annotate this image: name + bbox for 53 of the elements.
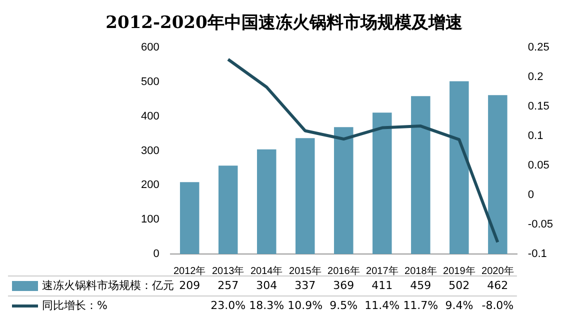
y-tick-label: 400 bbox=[140, 110, 160, 122]
data-label: 18.3% bbox=[249, 298, 284, 312]
x-tick-label: 2020年 bbox=[482, 264, 514, 277]
bar bbox=[450, 81, 469, 254]
x-tick-label: 2014年 bbox=[250, 264, 283, 277]
y2-tick-label: 0.05 bbox=[528, 160, 550, 172]
y-tick-label: 600 bbox=[140, 42, 160, 54]
x-tick-label: 2013年 bbox=[212, 264, 244, 277]
y-tick-label: 300 bbox=[140, 144, 160, 157]
data-label: 304 bbox=[256, 278, 278, 292]
x-tick-label: 2019年 bbox=[443, 264, 476, 277]
bar bbox=[372, 112, 392, 254]
legend-label: 速冻火锅料市场规模：亿元 bbox=[42, 278, 174, 292]
data-label: 257 bbox=[218, 278, 239, 292]
data-label: 209 bbox=[179, 278, 200, 292]
data-label: 10.9% bbox=[288, 298, 323, 312]
chart-title: 2012-2020年中国速冻火锅料市场规模及增速 bbox=[104, 12, 464, 35]
data-label: 11.4% bbox=[364, 298, 400, 312]
bar bbox=[334, 127, 354, 254]
y2-tick-label: 0 bbox=[528, 189, 534, 202]
data-label: 411 bbox=[372, 278, 393, 292]
y2-tick-label: 0.1 bbox=[528, 130, 544, 142]
y2-tick-label: 0.2 bbox=[528, 71, 544, 84]
data-label: 23.0% bbox=[210, 298, 246, 312]
bar bbox=[218, 166, 238, 254]
x-tick-label: 2018年 bbox=[404, 264, 437, 277]
y-tick-label: 200 bbox=[140, 179, 160, 192]
y2-tick-label: 0.25 bbox=[528, 42, 550, 54]
bar bbox=[256, 149, 276, 254]
x-tick-label: 2015年 bbox=[289, 264, 322, 277]
bar bbox=[296, 138, 315, 254]
legend-label: 同比增长：% bbox=[42, 298, 108, 312]
data-label: 459 bbox=[410, 278, 432, 292]
y-tick-label: 0 bbox=[153, 248, 160, 260]
y2-tick-label: -0.05 bbox=[528, 218, 554, 231]
y2-tick-label: -0.1 bbox=[528, 248, 547, 260]
y2-tick-label: 0.15 bbox=[528, 100, 550, 113]
x-tick-label: 2017年 bbox=[366, 264, 398, 277]
bar bbox=[411, 96, 430, 254]
data-label: 11.7% bbox=[403, 298, 438, 312]
y-tick-label: 500 bbox=[140, 76, 160, 88]
data-label: 337 bbox=[294, 278, 316, 292]
y-tick-label: 100 bbox=[140, 214, 160, 226]
x-tick-label: 2012年 bbox=[173, 264, 206, 277]
data-label: 502 bbox=[448, 278, 470, 292]
data-label: -8.0% bbox=[482, 298, 514, 312]
data-label: 462 bbox=[487, 278, 508, 292]
bar bbox=[180, 182, 200, 254]
x-tick-label: 2016年 bbox=[328, 264, 360, 277]
data-label: 9.4% bbox=[445, 298, 474, 312]
data-label: 9.5% bbox=[330, 298, 358, 312]
bar bbox=[488, 95, 508, 254]
data-label: 369 bbox=[333, 278, 354, 292]
